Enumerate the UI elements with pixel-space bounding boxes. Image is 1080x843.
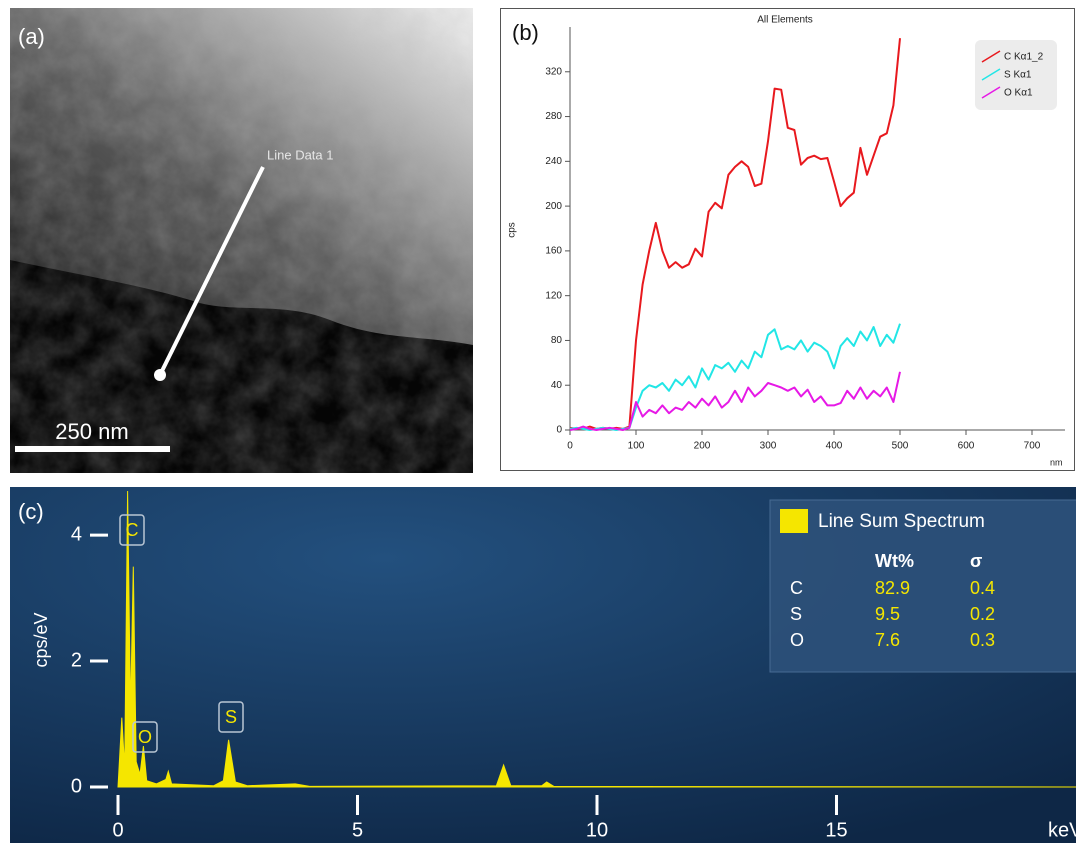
- legend-icon: [981, 50, 1001, 63]
- peak-label-box: [119, 514, 145, 546]
- legend-icon: [981, 86, 1001, 99]
- x-tick-label: 700: [1024, 441, 1041, 452]
- panel-label: (b): [512, 20, 539, 45]
- y-tick-label: 0: [71, 775, 82, 797]
- line-annotation: Line Data 1: [267, 147, 334, 162]
- micrograph: (a) Line Data 1 250 nm: [10, 8, 473, 473]
- panel-label: (a): [18, 24, 45, 49]
- table-value: 82.9: [875, 578, 910, 598]
- legend-label: O Kα1: [1004, 88, 1033, 99]
- peak-label-box: [132, 721, 158, 753]
- chart-title: All Elements: [757, 15, 813, 26]
- y-tick-label: 2: [71, 649, 82, 671]
- table-value: 0.3: [970, 630, 995, 650]
- data-line: [569, 371, 901, 431]
- y-axis-label: cps: [507, 222, 518, 238]
- legend-label: C Kα1_2: [1004, 52, 1044, 63]
- x-tick-label: 10: [586, 819, 608, 841]
- x-tick-label: 200: [694, 441, 711, 452]
- image-texture: [10, 8, 473, 473]
- y-tick-label: 80: [551, 335, 563, 346]
- scale-bar-label: 250 nm: [55, 419, 128, 444]
- table-value: 7.6: [875, 630, 900, 650]
- table-element: O: [790, 630, 804, 650]
- y-tick-label: 120: [545, 290, 562, 301]
- scan-line: [158, 166, 265, 376]
- x-tick-label: 0: [112, 819, 123, 841]
- legend-swatch: [780, 509, 808, 533]
- scan-end: [154, 369, 166, 381]
- y-tick-label: 320: [545, 66, 562, 77]
- results-table: [769, 499, 1076, 673]
- table-header: Wt%: [875, 551, 914, 571]
- line-panel: (b) All Elements cps nm 0 40 80 120 160 200 24…: [500, 8, 1075, 471]
- y-tick-label: 280: [545, 111, 562, 122]
- y-tick-label: 160: [545, 246, 562, 257]
- panel-label: (c): [18, 499, 44, 524]
- spectrum-area: [117, 490, 1076, 788]
- y-axis-label: cps/eV: [31, 612, 51, 667]
- peak-label: O: [138, 727, 152, 747]
- peak-label-box: [218, 701, 244, 733]
- peak-label: C: [126, 520, 139, 540]
- y-tick-label: 4: [71, 523, 82, 545]
- y-tick-label: 40: [551, 380, 563, 391]
- x-tick-label: 400: [826, 441, 843, 452]
- spectrum-panel: (c) cps/eV keV 0 2 4 0 5 10 15 Line Sum Spectru…: [10, 487, 1080, 843]
- x-tick-label: 600: [958, 441, 975, 452]
- table-value: 0.4: [970, 578, 995, 598]
- legend-label: Line Sum Spectrum: [818, 511, 985, 532]
- x-tick-label: 0: [567, 441, 573, 452]
- table-value: 0.2: [970, 604, 995, 624]
- y-tick-label: 0: [556, 425, 562, 436]
- x-axis-label: keV: [1048, 819, 1080, 841]
- legend-icon: [981, 68, 1001, 81]
- legend: [975, 40, 1057, 110]
- x-tick-label: 500: [892, 441, 909, 452]
- x-axis-label: nm: [1050, 457, 1063, 467]
- table-element: S: [790, 604, 802, 624]
- x-tick-label: 100: [628, 441, 645, 452]
- table-element: C: [790, 578, 803, 598]
- table-header: σ: [970, 551, 982, 571]
- x-tick-label: 300: [760, 441, 777, 452]
- table-value: 9.5: [875, 604, 900, 624]
- legend-label: S Kα1: [1004, 70, 1032, 81]
- y-tick-label: 200: [545, 201, 562, 212]
- x-tick-label: 5: [352, 819, 363, 841]
- x-tick-label: 15: [825, 819, 847, 841]
- y-tick-label: 240: [545, 156, 562, 167]
- scale-bar: [15, 446, 170, 452]
- peak-label: S: [225, 707, 237, 727]
